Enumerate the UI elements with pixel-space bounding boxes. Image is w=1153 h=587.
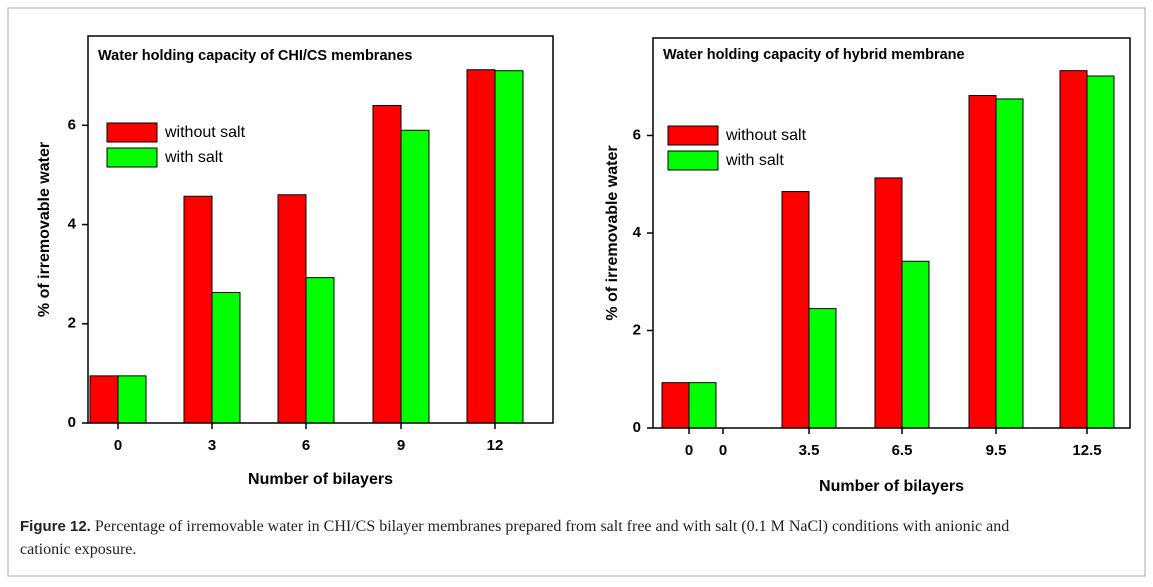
legend-swatch bbox=[106, 122, 158, 143]
y-tick-label: 0 bbox=[633, 419, 641, 436]
x-tick-label: 3.5 bbox=[799, 442, 820, 459]
x-tick-label: 6 bbox=[302, 437, 310, 454]
x-axis-label: Number of bilayers bbox=[248, 471, 393, 488]
bar bbox=[781, 191, 810, 429]
bar bbox=[661, 382, 690, 429]
bar bbox=[466, 69, 496, 424]
legend-label: with salt bbox=[164, 149, 223, 166]
legend-swatch bbox=[106, 147, 158, 168]
x-tick-label: 12 bbox=[487, 437, 504, 454]
bar bbox=[277, 194, 307, 424]
legend-label: with salt bbox=[725, 152, 784, 169]
x-tick-label: 6.5 bbox=[892, 442, 913, 459]
y-tick-label: 2 bbox=[633, 321, 641, 338]
y-tick-label: 2 bbox=[68, 315, 76, 332]
y-axis-label: % of irremovable water bbox=[36, 142, 53, 317]
x-tick-label: 0 bbox=[719, 442, 727, 459]
x-axis-label: Number of bilayers bbox=[819, 478, 964, 495]
x-tick-label: 12.5 bbox=[1072, 442, 1101, 459]
bar bbox=[89, 375, 119, 424]
chart-title: Water holding capacity of hybrid membran… bbox=[663, 47, 965, 63]
bar bbox=[995, 98, 1024, 429]
figure-border bbox=[7, 7, 1146, 577]
bar bbox=[372, 104, 402, 424]
bar bbox=[494, 70, 524, 424]
y-axis-label: % of irremovable water bbox=[604, 145, 621, 320]
chart-title: Water holding capacity of CHI/CS membran… bbox=[98, 48, 413, 64]
bar bbox=[211, 292, 241, 424]
x-tick-label: 9.5 bbox=[986, 442, 1007, 459]
y-tick-label: 4 bbox=[633, 224, 642, 241]
y-tick-label: 4 bbox=[68, 216, 77, 233]
x-tick-label: 9 bbox=[397, 437, 405, 454]
x-tick-label: 0 bbox=[685, 442, 693, 459]
bar bbox=[117, 375, 147, 424]
bar bbox=[901, 260, 930, 429]
y-tick-label: 6 bbox=[633, 126, 641, 143]
bar bbox=[183, 195, 213, 424]
bar bbox=[874, 177, 903, 429]
plot-frame bbox=[87, 35, 554, 424]
caption: Figure 12. Percentage of irremovable wat… bbox=[20, 515, 1030, 561]
bar bbox=[808, 308, 837, 429]
legend-label: without salt bbox=[725, 127, 807, 144]
y-tick-label: 0 bbox=[68, 414, 76, 431]
legend-swatch bbox=[667, 150, 719, 171]
caption-label: Figure 12. bbox=[20, 518, 91, 535]
bar bbox=[1086, 75, 1115, 429]
y-tick-label: 6 bbox=[68, 116, 76, 133]
bar bbox=[400, 129, 430, 424]
x-tick-label: 0 bbox=[114, 437, 122, 454]
bar bbox=[688, 382, 717, 429]
x-tick-label: 3 bbox=[208, 437, 216, 454]
legend-label: without salt bbox=[164, 124, 246, 141]
legend-swatch bbox=[667, 125, 719, 146]
bar bbox=[968, 95, 997, 429]
bar bbox=[305, 277, 335, 424]
caption-text: Percentage of irremovable water in CHI/C… bbox=[20, 518, 1010, 558]
bar bbox=[1059, 70, 1088, 429]
